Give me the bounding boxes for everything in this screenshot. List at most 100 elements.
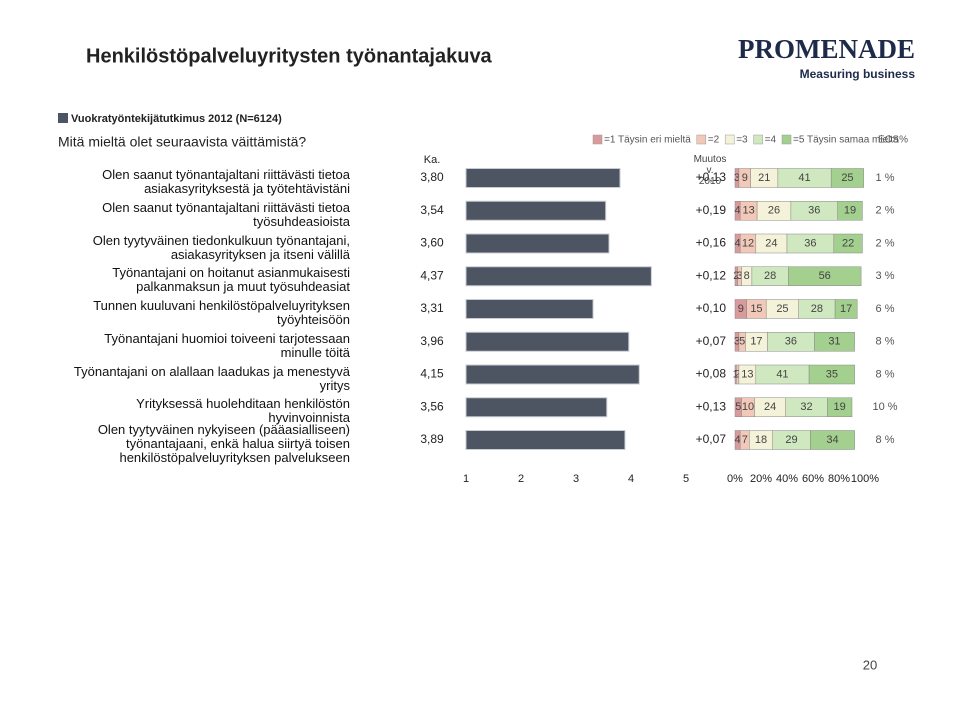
value-label: 3,56: [420, 399, 444, 413]
logo-tagline: Measuring business: [800, 67, 916, 81]
segment-label: 28: [811, 303, 823, 315]
segment-label: 7: [742, 434, 748, 446]
segment-label: 36: [808, 205, 820, 217]
segment-label: 2: [733, 270, 739, 282]
value-label: 3,54: [420, 203, 444, 217]
legend-swatch: [696, 134, 707, 145]
segment-label: 24: [765, 237, 777, 249]
row-label: Olen saanut työnantajaltani riittävästi …: [102, 167, 350, 196]
segment-label: 3: [734, 172, 740, 184]
legend-swatch: [592, 134, 603, 145]
x-tick-label: 2: [518, 473, 524, 485]
value-label: 3,60: [420, 236, 444, 250]
bar: [465, 233, 610, 254]
bar-segment: [830, 168, 864, 188]
bar-segment: [837, 201, 863, 221]
x-tick-label: 100%: [851, 473, 879, 485]
bar: [465, 430, 626, 450]
slide-title: Henkilöstöpalveluyritysten työnantajakuv…: [86, 45, 493, 67]
segment-label: 2: [735, 368, 741, 380]
segment-label: 21: [758, 172, 770, 184]
bar: [465, 331, 630, 352]
segment-label: 17: [750, 336, 762, 348]
bar: [465, 299, 594, 319]
change-label: +0,12: [696, 268, 727, 282]
segment-label: 13: [741, 368, 753, 380]
eos-label: 10 %: [872, 401, 897, 413]
segment-label: 22: [842, 237, 854, 249]
change-label: +0,07: [696, 334, 727, 348]
column-header: EOS%: [878, 135, 908, 146]
eos-label: 1 %: [876, 172, 895, 184]
question: Mitä mieltä olet seuraavista väittämistä…: [58, 134, 306, 150]
bar: [465, 364, 640, 385]
bar-segment: [808, 364, 855, 385]
segment-label: 15: [750, 303, 762, 315]
value-label: 4,37: [420, 268, 444, 282]
segment-label: 34: [826, 434, 838, 446]
bar: [465, 397, 608, 418]
row-label: Tunnen kuuluvani henkilöstöpalveluyrityk…: [93, 298, 350, 327]
x-tick-label: 40%: [776, 473, 798, 485]
segment-label: 36: [785, 336, 797, 348]
segment-label: 25: [776, 303, 788, 315]
legend-swatch: [724, 134, 735, 145]
column-header: Ka.: [424, 154, 441, 166]
segment-label: 9: [738, 303, 744, 315]
change-label: +0,08: [696, 367, 727, 381]
row-label: Yrityksessä huolehditaan henkilöstön hyv…: [136, 396, 350, 426]
segment-label: 9: [742, 172, 748, 184]
segment-label: 41: [776, 368, 788, 380]
segment-label: 5: [735, 401, 741, 413]
row-label: Työnantajani on hoitanut asianmukaisesti…: [112, 265, 350, 295]
x-tick-label: 80%: [828, 473, 850, 485]
segment-label: 19: [834, 401, 846, 413]
legend-label: =5 Täysin samaa mieltä: [793, 135, 899, 146]
row-label: Työnantajani huomioi toiveeni tarjotessa…: [104, 330, 350, 360]
segment-label: 10: [742, 401, 754, 413]
legend-swatch: [781, 134, 792, 145]
x-tick-label: 60%: [802, 473, 824, 485]
bar-segment: [810, 430, 855, 450]
segment-label: 35: [826, 368, 838, 380]
change-label: +0,10: [696, 301, 727, 315]
segment-label: 4: [735, 237, 741, 249]
x-tick-label: 1: [463, 473, 469, 485]
logo-name: PROMENADE: [738, 34, 915, 64]
segment-label: 8: [744, 270, 750, 282]
value-label: 3,96: [420, 334, 444, 348]
change-label: +0,19: [696, 203, 727, 217]
value-label: 3,31: [420, 301, 444, 315]
segment-label: 18: [755, 434, 767, 446]
segment-label: 31: [828, 336, 840, 348]
row-label: Työnantajani on alallaan laadukas ja men…: [73, 363, 350, 393]
legend-label: =1 Täysin eri mieltä: [604, 135, 691, 146]
value-label: 3,80: [420, 170, 444, 184]
segment-label: 4: [735, 205, 741, 217]
segment-label: 12: [742, 237, 754, 249]
segment-label: 4: [735, 434, 741, 446]
segment-label: 25: [841, 172, 853, 184]
bar: [465, 200, 607, 221]
segment-label: 19: [844, 205, 856, 217]
legend-label: Vuokratyöntekijätutkimus 2012 (N=6124): [71, 113, 282, 125]
row-label: Olen tyytyväinen tiedonkulkuun työnantaj…: [92, 232, 350, 262]
bar: [465, 266, 652, 287]
legend-swatch: [753, 134, 763, 145]
bar-segment: [788, 266, 862, 286]
x-tick-label: 5: [683, 473, 689, 485]
x-tick-label: 3: [573, 473, 579, 485]
legend-label: =2: [708, 135, 720, 146]
legend-label: =4: [765, 135, 777, 146]
segment-label: 3: [734, 336, 740, 348]
value-label: 3,89: [420, 432, 444, 446]
segment-label: 29: [785, 434, 797, 446]
bar-segment: [814, 332, 855, 352]
segment-label: 1: [733, 368, 739, 380]
segment-label: 41: [798, 172, 810, 184]
bar-segment: [833, 233, 863, 254]
eos-label: 6 %: [876, 303, 895, 315]
page-number: 20: [863, 657, 877, 672]
x-tick-label: 0%: [727, 473, 743, 485]
